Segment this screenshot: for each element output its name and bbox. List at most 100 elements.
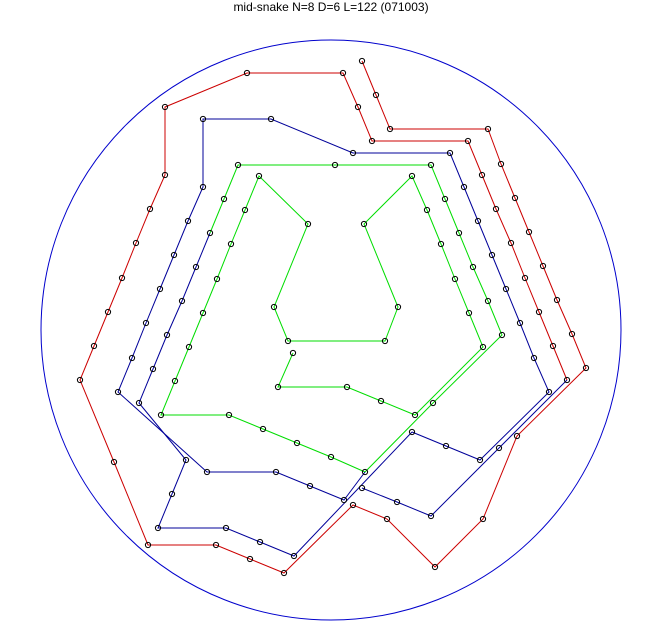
path-segments — [79, 60, 587, 574]
path-node — [144, 541, 152, 549]
path-node — [381, 337, 389, 345]
path-node — [114, 388, 122, 396]
path-node — [446, 149, 454, 157]
path-node — [241, 206, 249, 214]
path-node — [220, 195, 228, 203]
path-node — [304, 220, 312, 228]
path-node — [474, 217, 482, 225]
path-node — [568, 330, 576, 338]
path-node — [492, 205, 500, 213]
path-node — [372, 91, 380, 99]
path-node — [290, 552, 298, 560]
boundary-circle — [40, 39, 622, 621]
path-node — [259, 425, 267, 433]
path-node — [199, 115, 207, 123]
path-node — [206, 229, 214, 237]
path-node — [203, 468, 211, 476]
path-node — [502, 285, 510, 293]
path-node — [539, 262, 547, 270]
path-node — [234, 161, 242, 169]
path-node — [394, 303, 402, 311]
path-node — [154, 524, 162, 532]
path-node — [246, 555, 254, 563]
path-node — [553, 296, 561, 304]
path-node — [142, 319, 150, 327]
path-node — [306, 482, 314, 490]
path-node — [168, 490, 176, 498]
path-node — [530, 354, 538, 362]
path-node — [427, 161, 435, 169]
path-node — [349, 501, 357, 509]
blue-path-segment — [117, 118, 550, 501]
path-node — [90, 342, 98, 350]
path-node — [161, 103, 169, 111]
path-node — [157, 411, 165, 419]
path-node — [354, 103, 362, 111]
path-node — [178, 297, 186, 305]
red-path-segment — [79, 60, 587, 574]
path-node — [360, 220, 368, 228]
diagram-title: mid-snake N=8 D=6 L=122 (071003) — [233, 0, 429, 14]
path-node — [76, 376, 84, 384]
path-node — [132, 239, 140, 247]
path-nodes — [76, 57, 590, 577]
path-node — [327, 453, 335, 461]
path-node — [476, 456, 484, 464]
path-node — [469, 263, 477, 271]
path-node — [225, 411, 233, 419]
path-node — [161, 171, 169, 179]
path-node — [563, 376, 571, 384]
path-node — [582, 364, 590, 372]
path-node — [535, 308, 543, 316]
path-node — [293, 439, 301, 447]
path-node — [118, 274, 126, 282]
path-node — [227, 240, 235, 248]
path-node — [146, 205, 154, 213]
path-node — [135, 399, 143, 407]
path-node — [182, 456, 190, 464]
green-path-segment — [160, 164, 503, 473]
path-node — [128, 354, 136, 362]
path-node — [478, 171, 486, 179]
path-node — [199, 183, 207, 191]
path-node — [386, 125, 394, 133]
path-node — [460, 183, 468, 191]
path-node — [383, 515, 391, 523]
path-node — [163, 331, 171, 339]
path-node — [465, 309, 473, 317]
path-node — [451, 275, 459, 283]
path-node — [171, 377, 179, 385]
path-node — [361, 468, 369, 476]
path-node — [213, 275, 221, 283]
path-node — [184, 217, 192, 225]
path-node — [497, 160, 505, 168]
path-node — [479, 343, 487, 351]
path-node — [349, 149, 357, 157]
path-node — [455, 229, 463, 237]
path-node — [488, 251, 496, 259]
blue-path-segment — [361, 379, 568, 517]
path-node — [429, 399, 437, 407]
path-node — [274, 383, 282, 391]
path-node — [549, 342, 557, 350]
path-node — [256, 538, 264, 546]
path-node — [393, 498, 401, 506]
path-node — [358, 484, 366, 492]
path-node — [331, 161, 339, 169]
path-node — [358, 57, 366, 65]
path-node — [423, 206, 431, 214]
path-node — [156, 285, 164, 293]
path-node — [408, 428, 416, 436]
path-node — [185, 343, 193, 351]
path-node — [441, 195, 449, 203]
path-node — [377, 397, 385, 405]
path-node — [431, 563, 439, 571]
path-node — [495, 444, 503, 452]
path-node — [507, 239, 515, 247]
path-node — [464, 137, 472, 145]
path-node — [243, 69, 251, 77]
path-node — [270, 303, 278, 311]
blue-path-segment — [138, 232, 413, 557]
path-node — [280, 569, 288, 577]
